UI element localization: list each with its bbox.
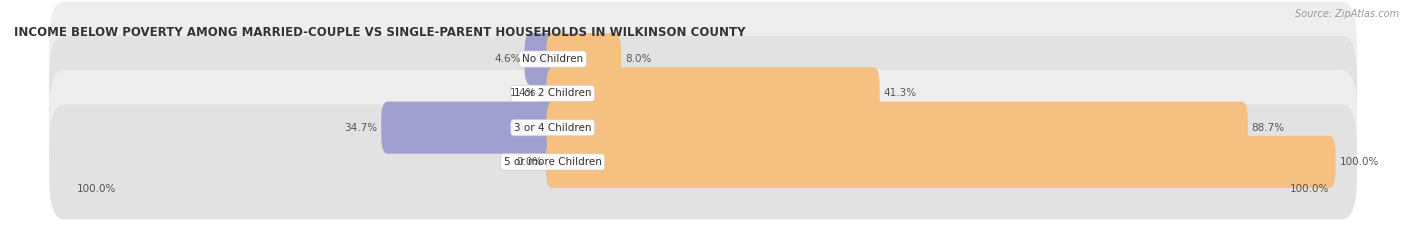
FancyBboxPatch shape xyxy=(547,67,880,120)
FancyBboxPatch shape xyxy=(547,136,1336,188)
Text: 1.4%: 1.4% xyxy=(509,88,536,98)
Text: Source: ZipAtlas.com: Source: ZipAtlas.com xyxy=(1295,9,1399,19)
Text: INCOME BELOW POVERTY AMONG MARRIED-COUPLE VS SINGLE-PARENT HOUSEHOLDS IN WILKINS: INCOME BELOW POVERTY AMONG MARRIED-COUPL… xyxy=(14,26,745,39)
Text: 34.7%: 34.7% xyxy=(344,123,377,133)
Text: 100.0%: 100.0% xyxy=(1289,184,1329,194)
Text: 3 or 4 Children: 3 or 4 Children xyxy=(515,123,592,133)
Text: 0.0%: 0.0% xyxy=(516,157,543,167)
FancyBboxPatch shape xyxy=(381,102,560,154)
Text: No Children: No Children xyxy=(522,54,583,64)
FancyBboxPatch shape xyxy=(547,33,621,85)
Text: 5 or more Children: 5 or more Children xyxy=(503,157,602,167)
FancyBboxPatch shape xyxy=(547,136,560,188)
FancyBboxPatch shape xyxy=(547,102,1247,154)
FancyBboxPatch shape xyxy=(49,1,1357,117)
FancyBboxPatch shape xyxy=(524,33,560,85)
Text: 41.3%: 41.3% xyxy=(883,88,917,98)
Text: 100.0%: 100.0% xyxy=(1340,157,1379,167)
FancyBboxPatch shape xyxy=(49,104,1357,219)
Text: 4.6%: 4.6% xyxy=(495,54,520,64)
Text: 100.0%: 100.0% xyxy=(77,184,117,194)
Text: 88.7%: 88.7% xyxy=(1251,123,1285,133)
FancyBboxPatch shape xyxy=(49,36,1357,151)
Text: 8.0%: 8.0% xyxy=(624,54,651,64)
Text: 1 or 2 Children: 1 or 2 Children xyxy=(515,88,592,98)
FancyBboxPatch shape xyxy=(49,70,1357,185)
FancyBboxPatch shape xyxy=(540,67,560,120)
